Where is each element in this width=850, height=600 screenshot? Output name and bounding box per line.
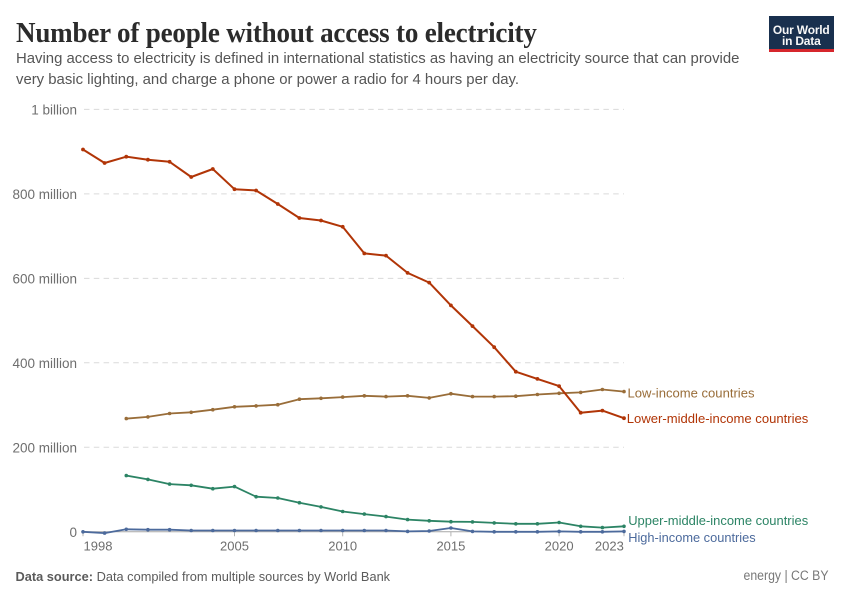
svg-text:2015: 2015 [436, 538, 465, 553]
svg-text:Upper-middle-income countries: Upper-middle-income countries [628, 513, 808, 528]
svg-text:800 million: 800 million [12, 187, 77, 202]
svg-text:Lower-middle-income countries: Lower-middle-income countries [627, 411, 809, 426]
svg-text:1 billion: 1 billion [31, 103, 77, 118]
svg-text:2010: 2010 [328, 538, 357, 553]
svg-text:400 million: 400 million [12, 356, 77, 371]
svg-text:Low-income countries: Low-income countries [628, 385, 755, 400]
svg-text:2005: 2005 [220, 538, 249, 553]
svg-text:0: 0 [69, 525, 77, 540]
svg-text:High-income countries: High-income countries [628, 530, 756, 545]
svg-text:2023: 2023 [595, 538, 624, 553]
svg-text:1998: 1998 [84, 538, 113, 553]
svg-text:2020: 2020 [545, 538, 574, 553]
svg-text:600 million: 600 million [12, 272, 77, 287]
svg-text:200 million: 200 million [12, 440, 77, 455]
